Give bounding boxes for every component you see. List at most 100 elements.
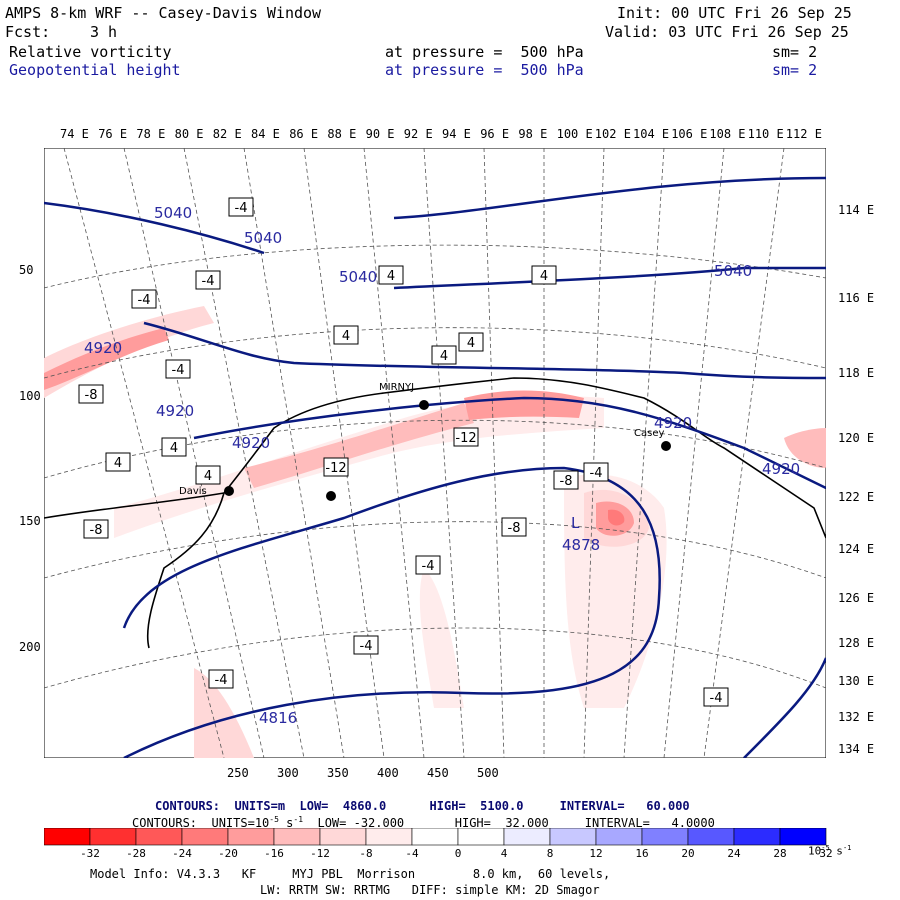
colorbar-swatch — [227, 828, 275, 846]
colorbar-swatch — [411, 828, 459, 846]
svg-text:-4: -4 — [172, 363, 185, 378]
valid-time: Valid: 03 UTC Fri 26 Sep 25 — [605, 23, 849, 41]
field1-smoothing: sm= 2 — [772, 43, 818, 61]
colorbar-tick-label: -24 — [172, 847, 192, 860]
bottom-axis-tick-label: 500 — [477, 766, 499, 780]
colorbar-tick-label: 28 — [773, 847, 787, 860]
colorbar-tick-label: -20 — [218, 847, 238, 860]
height-label: 4920 — [762, 460, 800, 478]
left-axis-tick-label: 100 — [19, 389, 41, 403]
colorbar-swatch — [457, 828, 505, 846]
colorbar-tick-label: 0 — [454, 847, 462, 860]
colorbar-unit: 10-5 s-1 — [808, 844, 852, 858]
field1-name: Relative vorticity — [9, 43, 172, 61]
colorbar-tick-label: 32 — [819, 847, 833, 860]
colorbar-swatch — [135, 828, 183, 846]
height-label: 5040 — [154, 204, 192, 222]
vorticity-value-label: 4 — [458, 332, 484, 352]
right-lon-label: 116 E — [838, 291, 875, 305]
station-label-davis: Davis — [179, 486, 207, 497]
contour-labels: 5040 5040 5040 5040 4920 4920 4920 4920 … — [84, 204, 800, 727]
vorticity-value-label: 4 — [161, 437, 187, 457]
colorbar-swatch — [779, 828, 827, 846]
colorbar-tick-label: 20 — [681, 847, 695, 860]
right-lon-label: 128 E — [838, 636, 875, 650]
colorbar-tick-label: 8 — [546, 847, 554, 860]
svg-text:-4: -4 — [235, 201, 248, 216]
colorbar-swatch — [549, 828, 597, 846]
geopotential-contours — [44, 176, 826, 758]
colorbar-swatch — [273, 828, 321, 846]
right-lon-label: 134 E — [838, 742, 875, 756]
svg-text:4: 4 — [540, 269, 548, 284]
map-panel: 5040 5040 5040 5040 4920 4920 4920 4920 … — [44, 148, 826, 758]
station-label-casey: Casey — [634, 428, 664, 439]
colorbar-swatch — [733, 828, 781, 846]
svg-text:-8: -8 — [85, 388, 98, 403]
vorticity-value-label: -8 — [501, 517, 527, 537]
colorbar-swatch — [641, 828, 689, 846]
top-lon-label: 90 E — [365, 127, 395, 141]
svg-text:-8: -8 — [560, 474, 573, 489]
colorbar-tick-label: 16 — [635, 847, 649, 860]
height-label: 4816 — [259, 709, 297, 727]
vorticity-value-label: -4 — [165, 359, 191, 379]
right-lon-label: 118 E — [838, 366, 875, 380]
bottom-axis-tick-label: 450 — [427, 766, 449, 780]
vorticity-value-label: -8 — [78, 384, 104, 404]
init-time: Init: 00 UTC Fri 26 Sep 25 — [617, 4, 852, 22]
vorticity-value-label: 4 — [378, 265, 404, 285]
colorbar-tick-label: -4 — [405, 847, 419, 860]
vorticity-value-label: -4 — [228, 197, 254, 217]
station-labels: MIRNYJ Davis Casey — [179, 382, 664, 497]
svg-text:4: 4 — [204, 469, 212, 484]
top-lon-label: 108 E — [709, 127, 746, 141]
lat-lon-grid — [44, 148, 826, 758]
forecast-label: Fcst: — [5, 23, 51, 41]
top-lon-label: 104 E — [633, 127, 670, 141]
vorticity-value-label: -4 — [583, 462, 609, 482]
svg-text:-4: -4 — [215, 673, 228, 688]
svg-text:-4: -4 — [202, 274, 215, 289]
top-lon-label: 82 E — [212, 127, 242, 141]
top-lon-label: 112 E — [785, 127, 822, 141]
svg-text:-12: -12 — [455, 431, 476, 446]
vorticity-value-label: -4 — [195, 270, 221, 290]
top-lon-label: 94 E — [442, 127, 471, 141]
vorticity-shading — [44, 306, 826, 758]
top-lon-label: 74 E — [60, 127, 89, 141]
left-axis-tick-label: 200 — [19, 640, 41, 654]
height-label: 5040 — [714, 262, 752, 280]
vorticity-value-label: -4 — [131, 289, 157, 309]
top-lon-label: 88 E — [327, 127, 357, 141]
svg-text:4: 4 — [387, 269, 395, 284]
top-lon-label: 102 E — [594, 127, 631, 141]
coastline — [44, 377, 826, 649]
field2-smoothing: sm= 2 — [772, 61, 818, 79]
forecast-hour: 3 h — [90, 23, 118, 41]
top-lon-label: 106 E — [671, 127, 708, 141]
vorticity-value-label: -8 — [83, 519, 109, 539]
station-label-mirnyj: MIRNYJ — [379, 382, 414, 393]
field1-level: at pressure = 500 hPa — [385, 43, 584, 61]
vorticity-value-label: -12 — [453, 427, 479, 447]
colorbar-swatch — [595, 828, 643, 846]
colorbar-swatch — [365, 828, 413, 846]
colorbar-swatch — [89, 828, 137, 846]
colorbar-tick-label: 12 — [589, 847, 603, 860]
vorticity-value-label: -12 — [323, 457, 349, 477]
right-lon-label: 126 E — [838, 591, 875, 605]
svg-text:-4: -4 — [360, 639, 373, 654]
colorbar — [44, 828, 827, 846]
model-info-physics: LW: RRTM SW: RRTMG DIFF: simple KM: 2D S… — [260, 883, 600, 897]
field2-name: Geopotential height — [9, 61, 181, 79]
bottom-axis-tick-label: 300 — [277, 766, 299, 780]
top-lon-label: 86 E — [289, 127, 319, 141]
colorbar-swatch — [44, 828, 91, 846]
height-label: 5040 — [244, 229, 282, 247]
colorbar-tick-label: -12 — [310, 847, 330, 860]
left-axis-tick-label: 150 — [19, 514, 41, 528]
station-markers — [224, 400, 671, 501]
low-value: 4878 — [562, 536, 600, 554]
colorbar-tick-label: -8 — [359, 847, 373, 860]
